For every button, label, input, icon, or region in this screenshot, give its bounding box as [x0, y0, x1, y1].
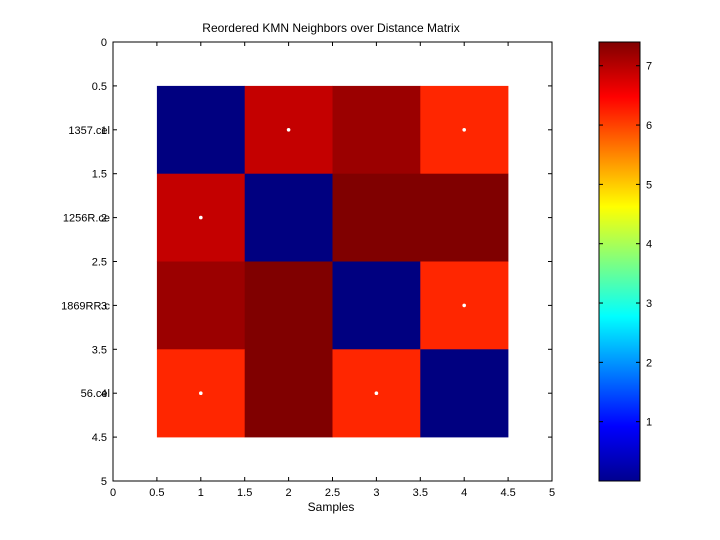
neighbor-marker	[286, 128, 291, 132]
y-tick-label: 3	[101, 300, 107, 312]
x-tick-label: 1	[198, 487, 204, 499]
y-tick-label: 1	[101, 125, 107, 137]
y-tick-label: 2.5	[92, 257, 107, 269]
y-tick-label: 4.5	[92, 432, 107, 444]
y-tick-label: 3.5	[92, 344, 107, 356]
x-tick-label: 4	[461, 487, 467, 499]
neighbor-markers	[199, 128, 467, 396]
colorbar-tick-label: 4	[646, 239, 652, 251]
x-tick-label: 1.5	[237, 487, 252, 499]
neighbor-marker	[199, 391, 203, 396]
heatmap-cell	[156, 261, 245, 350]
row-label: 1357.cel	[68, 125, 110, 137]
x-tick-label: 0.5	[149, 487, 164, 499]
heatmap-cell	[420, 349, 509, 438]
heatmap-cell	[332, 261, 421, 350]
neighbor-marker	[462, 128, 467, 132]
colorbar-tick-label: 5	[646, 179, 652, 191]
x-tick-label: 5	[549, 487, 555, 499]
neighbor-marker	[462, 303, 467, 308]
colorbar-ticks: 1 2 3 4 5 6 7	[599, 61, 652, 429]
heatmap-cell	[244, 173, 333, 262]
row-label: 1869RR.c	[61, 300, 110, 312]
chart-title: Reordered KMN Neighbors over Distance Ma…	[202, 21, 459, 35]
y-tick-label: 1.5	[92, 169, 107, 181]
row-label: 56.cel	[81, 388, 110, 400]
colorbar-tick-label: 6	[646, 120, 652, 132]
x-tick-label: 0	[110, 487, 116, 499]
heatmap-cell	[156, 85, 245, 174]
colorbar-tick-label: 1	[646, 417, 652, 429]
heatmap-cell	[244, 349, 333, 438]
colorbar-tick-label: 2	[646, 357, 652, 369]
y-tick-label: 5	[101, 476, 107, 488]
y-axis-ticks: 0 0.5 1 1.5 2 2.5 3 3.5 4 4.5 5	[92, 37, 552, 488]
x-tick-label: 3.5	[413, 487, 428, 499]
x-tick-label: 4.5	[500, 487, 515, 499]
heatmap-cell	[332, 85, 421, 174]
y-tick-label: 0.5	[92, 81, 107, 93]
heatmap-cells	[156, 85, 509, 438]
heatmap-cell	[244, 261, 333, 350]
neighbor-marker	[374, 391, 379, 396]
x-tick-label: 3	[373, 487, 379, 499]
colorbar-tick-label: 7	[646, 61, 652, 73]
heatmap-cell	[332, 173, 421, 262]
x-tick-label: 2	[286, 487, 292, 499]
x-axis-ticks: 0 0.5 1 1.5 2 2.5 3 3.5 4 4.5 5	[110, 42, 555, 499]
x-axis-label: Samples	[308, 500, 355, 514]
row-labels: 1357.cel 1256R.ce 1869RR.c 56.cel	[61, 125, 110, 400]
y-tick-label: 2	[101, 213, 107, 225]
y-tick-label: 4	[101, 388, 107, 400]
y-tick-label: 0	[101, 37, 107, 49]
neighbor-marker	[199, 215, 203, 220]
row-label: 1256R.ce	[63, 213, 110, 225]
x-tick-label: 2.5	[325, 487, 340, 499]
colorbar-tick-label: 3	[646, 298, 652, 310]
heatmap-cell	[420, 173, 509, 262]
colorbar	[598, 41, 641, 482]
